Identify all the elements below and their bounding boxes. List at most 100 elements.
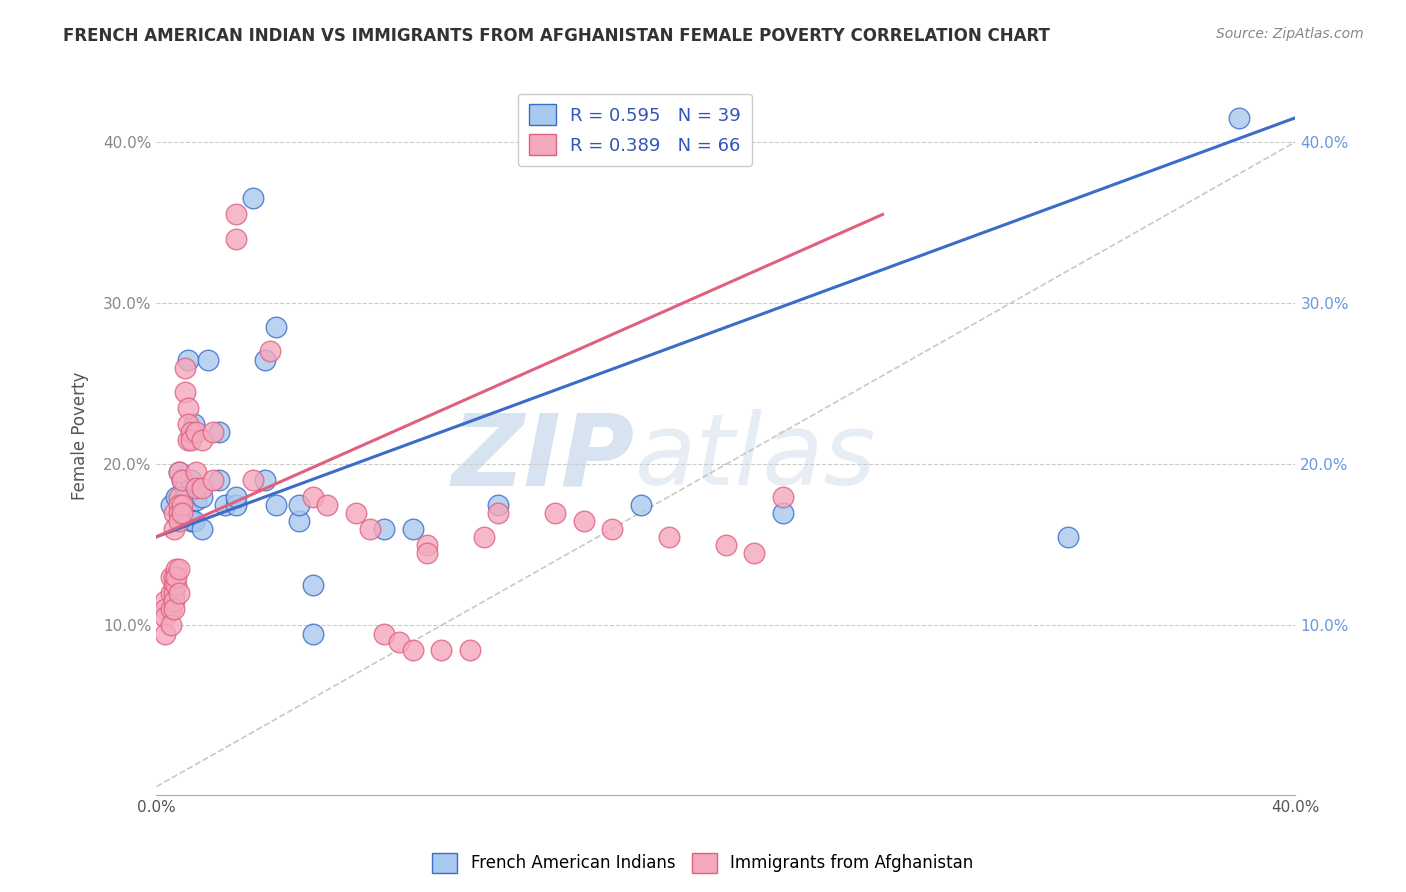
Point (288, 514, 311, 528)
Point (253, 352, 276, 367)
Point (177, 433, 200, 447)
Point (430, 642, 453, 657)
Point (162, 522, 184, 536)
Point (165, 578, 187, 592)
Point (177, 417, 200, 431)
Point (486, 506, 509, 520)
Point (159, 498, 181, 512)
Point (458, 642, 481, 657)
Point (344, 506, 367, 520)
Point (169, 466, 191, 480)
Point (253, 474, 276, 488)
Text: Source: ZipAtlas.com: Source: ZipAtlas.com (1216, 27, 1364, 41)
Point (744, 546, 766, 560)
Point (165, 562, 187, 576)
Point (180, 433, 202, 447)
Point (302, 490, 325, 504)
Point (264, 320, 287, 334)
Point (162, 594, 184, 608)
Point (162, 602, 184, 616)
Point (153, 626, 176, 640)
Point (658, 530, 681, 544)
Point (416, 546, 439, 560)
Point (242, 191, 264, 205)
Point (177, 506, 200, 520)
Point (169, 506, 191, 520)
Point (172, 498, 194, 512)
Point (183, 514, 205, 528)
Point (486, 498, 509, 512)
Point (264, 498, 287, 512)
Point (359, 522, 381, 536)
Point (174, 490, 197, 504)
Point (172, 506, 194, 520)
Point (772, 506, 794, 520)
Point (159, 618, 181, 632)
Point (288, 498, 311, 512)
Legend: R = 0.595   N = 39, R = 0.389   N = 66: R = 0.595 N = 39, R = 0.389 N = 66 (517, 94, 752, 166)
Point (180, 514, 202, 528)
Point (169, 498, 191, 512)
Point (373, 522, 395, 536)
Text: FRENCH AMERICAN INDIAN VS IMMIGRANTS FROM AFGHANISTAN FEMALE POVERTY CORRELATION: FRENCH AMERICAN INDIAN VS IMMIGRANTS FRO… (63, 27, 1050, 45)
Legend: French American Indians, Immigrants from Afghanistan: French American Indians, Immigrants from… (426, 847, 980, 880)
Point (153, 594, 176, 608)
Point (242, 474, 264, 488)
Point (191, 433, 214, 447)
Point (202, 425, 225, 439)
Point (1056, 530, 1078, 544)
Point (172, 498, 194, 512)
Point (714, 538, 737, 552)
Point (174, 482, 197, 496)
Text: atlas: atlas (636, 409, 876, 506)
Point (373, 626, 395, 640)
Point (202, 474, 225, 488)
Point (572, 514, 595, 528)
Point (186, 492, 208, 507)
Point (172, 474, 194, 488)
Point (259, 344, 281, 359)
Point (186, 482, 208, 496)
Point (402, 642, 425, 657)
Point (630, 498, 652, 512)
Point (162, 570, 184, 584)
Point (225, 232, 247, 246)
Y-axis label: Female Poverty: Female Poverty (72, 372, 89, 500)
Point (214, 498, 236, 512)
Point (174, 360, 197, 375)
Point (316, 498, 339, 512)
Point (416, 538, 439, 552)
Point (225, 490, 247, 504)
Point (162, 586, 184, 600)
Point (153, 602, 176, 616)
Point (772, 490, 794, 504)
Point (302, 578, 325, 592)
Point (302, 626, 325, 640)
Point (177, 401, 200, 415)
Point (162, 506, 184, 520)
Point (183, 417, 205, 431)
Point (159, 570, 181, 584)
Point (225, 498, 247, 512)
Point (159, 602, 181, 616)
Point (208, 474, 231, 488)
Point (165, 490, 187, 504)
Point (225, 207, 247, 221)
Point (177, 352, 200, 367)
Point (191, 482, 214, 496)
Point (159, 586, 181, 600)
Point (191, 490, 214, 504)
Point (169, 490, 191, 504)
Point (172, 474, 194, 488)
Point (153, 610, 176, 624)
Point (169, 586, 191, 600)
Point (186, 425, 208, 439)
Point (472, 530, 495, 544)
Point (402, 522, 425, 536)
Point (180, 425, 202, 439)
Point (208, 425, 231, 439)
Point (180, 474, 202, 488)
Point (169, 514, 191, 528)
Point (162, 578, 184, 592)
Point (387, 634, 409, 648)
